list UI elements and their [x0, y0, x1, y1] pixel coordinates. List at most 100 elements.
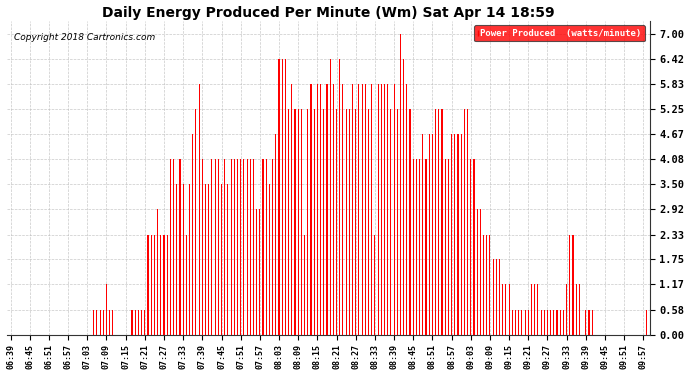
Legend: Power Produced  (watts/minute): Power Produced (watts/minute): [474, 25, 645, 42]
Bar: [515, 310, 516, 335]
Bar: [371, 84, 373, 335]
Bar: [317, 84, 318, 335]
Bar: [166, 234, 168, 335]
Bar: [540, 310, 542, 335]
Bar: [262, 159, 264, 335]
Bar: [250, 159, 251, 335]
Bar: [160, 234, 161, 335]
Bar: [201, 159, 203, 335]
Bar: [103, 310, 104, 335]
Bar: [483, 234, 484, 335]
Bar: [368, 109, 369, 335]
Bar: [253, 159, 254, 335]
Bar: [342, 84, 344, 335]
Bar: [330, 58, 331, 335]
Bar: [99, 310, 101, 335]
Bar: [550, 310, 551, 335]
Bar: [93, 310, 95, 335]
Bar: [234, 159, 235, 335]
Bar: [208, 184, 209, 335]
Bar: [186, 234, 187, 335]
Bar: [524, 310, 526, 335]
Bar: [221, 184, 222, 335]
Bar: [575, 284, 577, 335]
Bar: [230, 159, 232, 335]
Bar: [646, 310, 647, 335]
Bar: [486, 234, 487, 335]
Bar: [362, 84, 363, 335]
Bar: [470, 159, 471, 335]
Bar: [259, 209, 260, 335]
Bar: [310, 84, 312, 335]
Bar: [384, 84, 385, 335]
Bar: [269, 184, 270, 335]
Bar: [189, 184, 190, 335]
Bar: [333, 84, 334, 335]
Text: Copyright 2018 Cartronics.com: Copyright 2018 Cartronics.com: [14, 33, 155, 42]
Bar: [266, 159, 267, 335]
Bar: [509, 284, 510, 335]
Bar: [569, 234, 571, 335]
Bar: [467, 109, 468, 335]
Bar: [557, 310, 558, 335]
Bar: [173, 159, 174, 335]
Bar: [499, 260, 500, 335]
Bar: [435, 109, 436, 335]
Bar: [480, 209, 481, 335]
Bar: [218, 159, 219, 335]
Bar: [377, 84, 379, 335]
Bar: [457, 134, 459, 335]
Bar: [428, 134, 430, 335]
Bar: [320, 84, 321, 335]
Bar: [285, 58, 286, 335]
Bar: [502, 284, 503, 335]
Bar: [150, 234, 152, 335]
Bar: [438, 109, 440, 335]
Bar: [432, 134, 433, 335]
Bar: [240, 159, 241, 335]
Bar: [336, 109, 337, 335]
Bar: [409, 109, 411, 335]
Bar: [170, 159, 171, 335]
Bar: [141, 310, 142, 335]
Bar: [211, 159, 213, 335]
Bar: [473, 159, 475, 335]
Bar: [352, 84, 353, 335]
Bar: [393, 84, 395, 335]
Bar: [512, 310, 513, 335]
Bar: [112, 310, 113, 335]
Bar: [444, 159, 446, 335]
Bar: [528, 310, 529, 335]
Bar: [560, 310, 561, 335]
Bar: [183, 184, 184, 335]
Bar: [176, 184, 177, 335]
Bar: [413, 159, 414, 335]
Bar: [464, 109, 465, 335]
Bar: [422, 134, 424, 335]
Bar: [288, 109, 289, 335]
Bar: [403, 58, 404, 335]
Bar: [179, 159, 181, 335]
Bar: [282, 58, 283, 335]
Bar: [358, 84, 359, 335]
Bar: [291, 84, 293, 335]
Bar: [566, 284, 567, 335]
Bar: [304, 234, 305, 335]
Bar: [419, 159, 420, 335]
Bar: [579, 284, 580, 335]
Bar: [109, 310, 110, 335]
Bar: [400, 34, 401, 335]
Bar: [534, 284, 535, 335]
Bar: [547, 310, 548, 335]
Bar: [138, 310, 139, 335]
Bar: [339, 58, 340, 335]
Bar: [531, 284, 532, 335]
Bar: [297, 109, 299, 335]
Bar: [451, 134, 452, 335]
Bar: [591, 310, 593, 335]
Bar: [585, 310, 586, 335]
Bar: [272, 159, 273, 335]
Bar: [505, 284, 506, 335]
Bar: [323, 109, 324, 335]
Bar: [448, 159, 449, 335]
